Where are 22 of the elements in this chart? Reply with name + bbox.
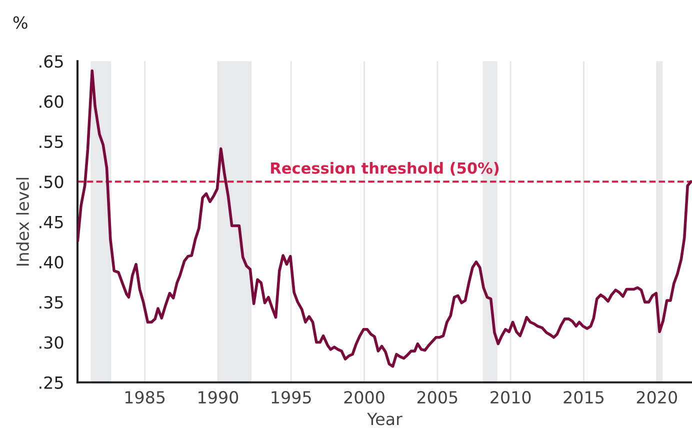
x-tick-label: 2015: [564, 391, 604, 404]
x-tick-label: 1985: [125, 391, 165, 404]
y-tick-label: .45: [40, 216, 63, 228]
y-tick-label: .65: [40, 55, 63, 68]
y-tick-label: .30: [40, 336, 64, 349]
y-tick-label: .35: [40, 296, 63, 309]
y-tick-label: .55: [40, 136, 63, 148]
y-tick-label: .40: [40, 256, 64, 268]
x-tick-label: 1990: [198, 391, 238, 404]
x-tick-label: 1995: [272, 391, 311, 404]
text: %: [13, 16, 28, 29]
y-tick-label: .50: [40, 176, 64, 188]
y-tick-label: .25: [40, 376, 63, 389]
x-tick-label: 2010: [490, 391, 531, 404]
line-series: [78, 69, 692, 368]
x-tick-label: 2005: [417, 391, 458, 404]
ref-line-label: Recession threshold (50%): [271, 162, 499, 176]
x-tick-label: 2000: [344, 391, 384, 404]
y-axis-title: Index level: [16, 178, 30, 266]
x-tick-label: 2020: [636, 391, 677, 404]
y-tick-label: .60: [40, 95, 64, 108]
x-axis-title: Year: [367, 412, 402, 426]
